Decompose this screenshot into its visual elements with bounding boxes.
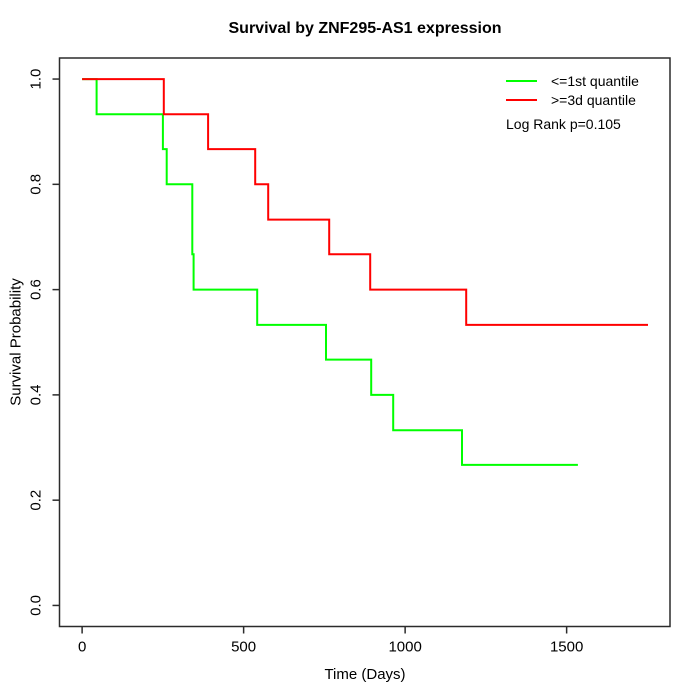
x-axis-label: Time (Days) [324, 666, 406, 683]
survival-curve-low [82, 78, 578, 466]
x-tick-label: 500 [231, 639, 256, 656]
legend-line-low-icon [506, 79, 537, 82]
x-tick-label: 1000 [388, 639, 421, 656]
legend-line-high-icon [506, 98, 537, 101]
x-tick-label: 0 [78, 639, 86, 656]
y-tick-label: 0.0 [28, 595, 45, 616]
legend-item-low-expression: <=1st quantile [506, 71, 639, 90]
legend-label-high: >=3d quantile [551, 91, 636, 108]
x-tick-label: 1500 [550, 639, 583, 656]
plot-box [58, 57, 671, 628]
y-tick-label: 0.6 [28, 279, 45, 300]
y-tick-label: 0.4 [28, 384, 45, 405]
chart-title: Survival by ZNF295-AS1 expression [228, 20, 502, 37]
legend-label-low: <=1st quantile [551, 72, 639, 89]
log-rank-pvalue: Log Rank p=0.105 [506, 116, 621, 132]
survival-curve-high [82, 78, 648, 326]
y-tick-label: 1.0 [28, 69, 45, 90]
y-axis-label: Survival Probability [7, 278, 25, 406]
legend-item-high-expression: >=3d quantile [506, 90, 639, 109]
legend: <=1st quantile >=3d quantile Log Rank p=… [506, 71, 639, 132]
y-tick-label: 0.2 [28, 490, 45, 511]
y-tick-label: 0.8 [28, 174, 45, 195]
